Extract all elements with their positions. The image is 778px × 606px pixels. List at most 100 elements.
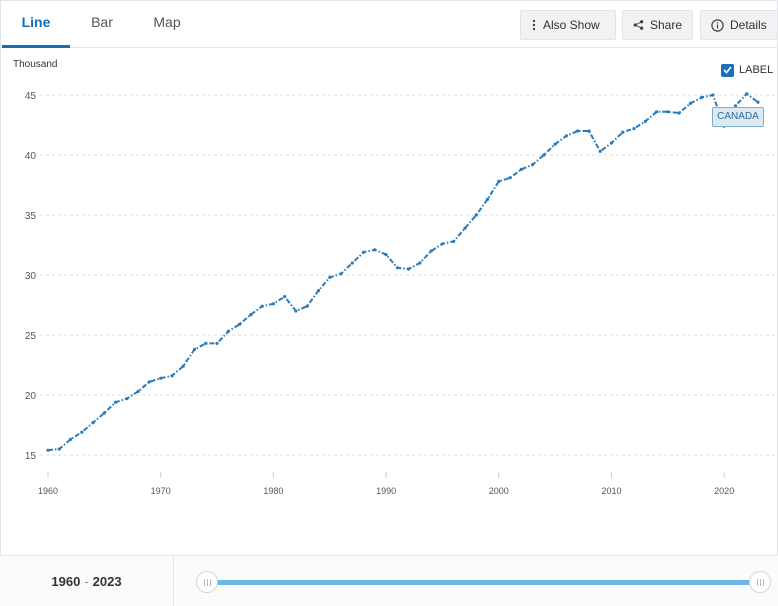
data-point[interactable] [463,226,467,230]
data-point[interactable] [407,267,411,271]
data-point[interactable] [395,266,399,270]
data-point[interactable] [46,448,50,452]
data-point[interactable] [102,411,106,415]
data-point[interactable] [621,130,625,134]
line-chart: Thousand 15 20 25 30 35 40 45 1960 1970 1980 1990… [13,59,778,496]
data-point[interactable] [181,364,185,368]
data-point[interactable] [238,322,242,326]
label-toggle-text: LABEL [739,64,774,76]
data-point[interactable] [136,389,140,393]
data-point[interactable] [485,197,490,201]
y-axis-unit-label: Thousand [13,59,57,70]
data-point[interactable] [745,92,749,96]
range-end: 2023 [92,574,122,589]
data-point[interactable] [339,272,343,276]
data-point[interactable] [531,163,535,167]
data-point[interactable] [598,149,602,153]
data-point[interactable] [632,127,636,131]
info-icon [711,18,724,32]
y-axis-ticks: 15 20 25 30 35 40 45 [25,91,37,462]
data-point[interactable] [733,104,738,108]
label-toggle[interactable]: LABEL [721,62,773,78]
data-point[interactable] [316,289,321,293]
data-point[interactable] [125,397,129,401]
data-point[interactable] [688,101,693,105]
data-point[interactable] [305,304,309,308]
data-point[interactable] [474,213,478,217]
details-button[interactable]: Details [700,10,778,40]
year-range-display: 1960 - 2023 [0,556,174,606]
data-point[interactable] [542,153,546,157]
series-label-canada[interactable]: CANADA [712,107,764,127]
share-button[interactable]: Share [622,10,693,40]
data-point[interactable] [609,141,614,145]
data-point[interactable] [170,374,174,378]
data-point[interactable] [429,249,433,253]
data-point[interactable] [553,142,557,146]
data-point[interactable] [384,253,388,257]
tab-map[interactable]: Map [153,14,181,30]
data-point[interactable] [587,129,591,133]
slider-handle-end[interactable] [749,571,771,593]
data-point[interactable] [271,302,275,306]
data-point[interactable] [362,250,366,254]
grip-icon [756,578,764,586]
data-point[interactable] [452,239,456,243]
data-point[interactable] [350,261,354,265]
data-point[interactable] [700,95,704,99]
year-range-slider-track[interactable] [207,580,760,585]
label-checkbox[interactable] [721,63,734,77]
data-point[interactable] [57,447,61,451]
data-point[interactable] [283,295,287,299]
data-point[interactable] [564,134,569,138]
data-point[interactable] [294,309,298,313]
x-axis-ticks: 1960 1970 1980 1990 2000 2010 2020 [38,472,734,496]
data-point[interactable] [677,111,681,115]
y-tick-label: 35 [25,211,37,222]
data-point[interactable] [260,304,264,308]
data-point[interactable] [249,313,253,317]
data-point[interactable] [497,179,501,183]
series-line-canada[interactable] [47,92,759,452]
data-point[interactable] [373,248,377,252]
data-point[interactable] [655,110,659,114]
data-point[interactable] [519,167,523,171]
data-point[interactable] [328,275,332,279]
data-point[interactable] [576,129,580,133]
details-label: Details [730,18,767,32]
x-tick-label: 2000 [489,486,509,496]
range-separator: - [84,574,89,589]
also-show-button[interactable]: Also Show [520,10,616,40]
grip-icon [203,578,211,586]
x-tick-label: 1980 [263,486,283,496]
tab-bar[interactable]: Bar [91,14,113,30]
data-point[interactable] [418,261,422,265]
gridlines [40,94,778,456]
data-point[interactable] [711,93,715,97]
share-label: Share [649,18,682,32]
y-tick-label: 20 [25,391,37,402]
data-point[interactable] [147,380,151,384]
data-point[interactable] [756,100,760,104]
x-tick-label: 1970 [151,486,171,496]
data-point[interactable] [204,341,208,345]
tab-line[interactable]: Line [2,0,70,48]
data-point[interactable] [68,437,73,441]
data-point[interactable] [114,400,118,404]
x-tick-label: 2020 [714,486,734,496]
data-point[interactable] [440,242,444,246]
data-point[interactable] [226,329,230,333]
y-tick-label: 45 [25,91,37,102]
data-point[interactable] [159,376,163,380]
data-point[interactable] [666,110,670,114]
data-point[interactable] [91,421,95,425]
x-tick-label: 1990 [376,486,396,496]
data-point[interactable] [192,347,197,351]
data-point[interactable] [643,119,647,123]
y-tick-label: 30 [25,271,37,282]
data-point[interactable] [80,430,84,434]
share-icon [633,20,644,30]
data-point[interactable] [508,176,512,180]
data-point[interactable] [215,341,219,345]
slider-handle-start[interactable] [196,571,218,593]
